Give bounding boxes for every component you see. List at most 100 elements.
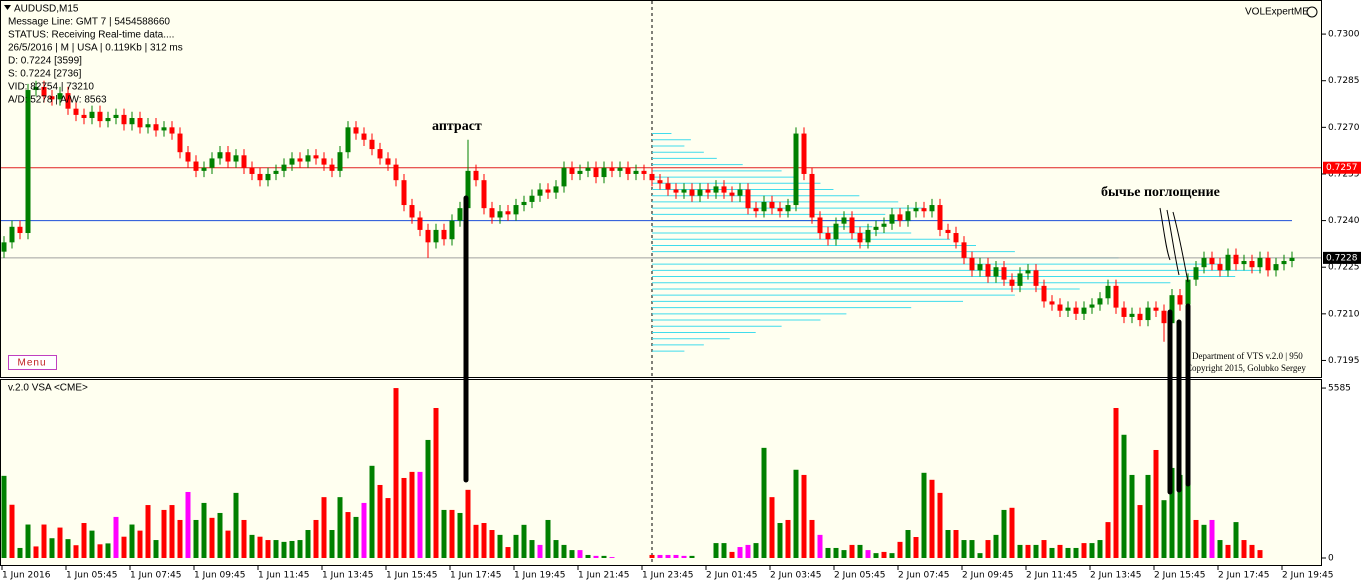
menu-button[interactable] bbox=[8, 355, 57, 370]
volume-bar bbox=[1105, 522, 1111, 559]
volume-bar bbox=[1241, 540, 1247, 559]
candle-body bbox=[217, 152, 223, 159]
volume-bar bbox=[241, 519, 247, 559]
volume-bar bbox=[953, 530, 959, 559]
x-tick-label: 2 Jun 07:45 bbox=[898, 571, 949, 581]
volume-bar bbox=[193, 519, 199, 559]
volume-bar bbox=[817, 534, 823, 559]
x-tick-label: 1 Jun 09:45 bbox=[194, 571, 245, 581]
candle-body bbox=[1193, 267, 1199, 280]
candle-body bbox=[1257, 257, 1263, 268]
y-tick-label: 0.7255 bbox=[1328, 169, 1360, 179]
volume-bar bbox=[809, 519, 815, 559]
candle-body bbox=[441, 229, 447, 240]
volume-bar bbox=[1209, 519, 1215, 559]
volume-bar bbox=[225, 530, 231, 559]
candle-body bbox=[361, 133, 367, 140]
volume-bar bbox=[473, 524, 479, 559]
volume-bar bbox=[609, 557, 615, 559]
volume-bar bbox=[105, 543, 111, 559]
candle-body bbox=[529, 195, 535, 202]
candle-body bbox=[1129, 313, 1135, 317]
x-tick-label: 1 Jun 23:45 bbox=[642, 571, 693, 581]
candle-body bbox=[505, 211, 511, 215]
annotation: аптраст bbox=[432, 119, 482, 134]
volume-bar bbox=[937, 492, 943, 559]
volume-bar bbox=[145, 505, 151, 559]
candle-body bbox=[753, 208, 759, 212]
volume-bar bbox=[281, 541, 287, 559]
candle-body bbox=[857, 233, 863, 243]
candle-body bbox=[89, 111, 95, 119]
y-tick-label: 0.7240 bbox=[1328, 216, 1360, 226]
y-tick-label: 5585 bbox=[1328, 384, 1351, 394]
candle-body bbox=[729, 192, 735, 196]
x-tick-label: 1 Jun 13:45 bbox=[322, 571, 373, 581]
candle-body bbox=[521, 201, 527, 206]
candle-body bbox=[1225, 254, 1231, 271]
x-tick-label: 1 Jun 21:45 bbox=[578, 571, 629, 581]
candle-body bbox=[1281, 260, 1287, 265]
candle-body bbox=[537, 189, 543, 196]
volume-bar bbox=[793, 469, 799, 559]
volume-bar bbox=[713, 543, 719, 559]
candle-body bbox=[841, 217, 847, 224]
volume-bar bbox=[1009, 507, 1015, 559]
candle-body bbox=[793, 133, 799, 206]
y-tick-label: 0.7300 bbox=[1328, 30, 1360, 40]
candle-body bbox=[649, 173, 655, 181]
candle-body bbox=[745, 189, 751, 209]
volume-bar bbox=[969, 540, 975, 559]
volume-bar bbox=[577, 550, 583, 559]
volume-bar bbox=[1137, 505, 1143, 559]
candle-body bbox=[1081, 307, 1087, 314]
candle-body bbox=[1185, 279, 1191, 305]
candle-body bbox=[577, 170, 583, 174]
candle-body bbox=[289, 158, 295, 165]
candle-body bbox=[801, 133, 807, 174]
candle-body bbox=[769, 201, 775, 209]
candle-body bbox=[177, 133, 183, 153]
volume-bar bbox=[1097, 540, 1103, 559]
volume-bar bbox=[1129, 474, 1135, 559]
candle-body bbox=[561, 167, 567, 187]
candle-body bbox=[9, 226, 15, 243]
volume-bar bbox=[1017, 544, 1023, 559]
candle-body bbox=[889, 214, 895, 224]
candle-body bbox=[465, 170, 471, 209]
candle-body bbox=[809, 173, 815, 218]
volume-bar bbox=[377, 484, 383, 559]
menu-label[interactable]: Menu bbox=[17, 358, 46, 369]
volume-bar bbox=[9, 504, 15, 559]
volume-bar bbox=[137, 530, 143, 559]
candle-body bbox=[785, 205, 791, 212]
volume-bar bbox=[745, 544, 751, 559]
volume-bar bbox=[785, 519, 791, 559]
volume-bar bbox=[1169, 467, 1175, 559]
volume-bar bbox=[393, 388, 399, 559]
dropdown-icon[interactable] bbox=[4, 5, 11, 10]
x-tick-label: 1 Jun 17:45 bbox=[450, 571, 501, 581]
candle-body bbox=[713, 186, 719, 193]
candle-body bbox=[1153, 307, 1159, 311]
candle-body bbox=[761, 201, 767, 212]
volume-bar bbox=[1225, 544, 1231, 559]
volume-bar bbox=[593, 555, 599, 559]
candle-body bbox=[49, 96, 55, 100]
volume-bar bbox=[25, 524, 31, 559]
volume-bar bbox=[1185, 456, 1191, 559]
volume-bar bbox=[601, 555, 607, 559]
candle-body bbox=[1137, 313, 1143, 321]
x-tick-label: 2 Jun 03:45 bbox=[770, 571, 821, 581]
volume-bar bbox=[65, 539, 71, 559]
candle-body bbox=[305, 155, 311, 162]
candle-body bbox=[385, 158, 391, 165]
candle-body bbox=[105, 118, 111, 122]
volume-bar bbox=[505, 547, 511, 559]
volume-bar bbox=[361, 502, 367, 559]
volume-bar bbox=[1153, 449, 1159, 559]
candle-body bbox=[817, 217, 823, 234]
volume-bar bbox=[1201, 524, 1207, 559]
volume-bar bbox=[521, 524, 527, 559]
volume-bar bbox=[961, 540, 967, 559]
